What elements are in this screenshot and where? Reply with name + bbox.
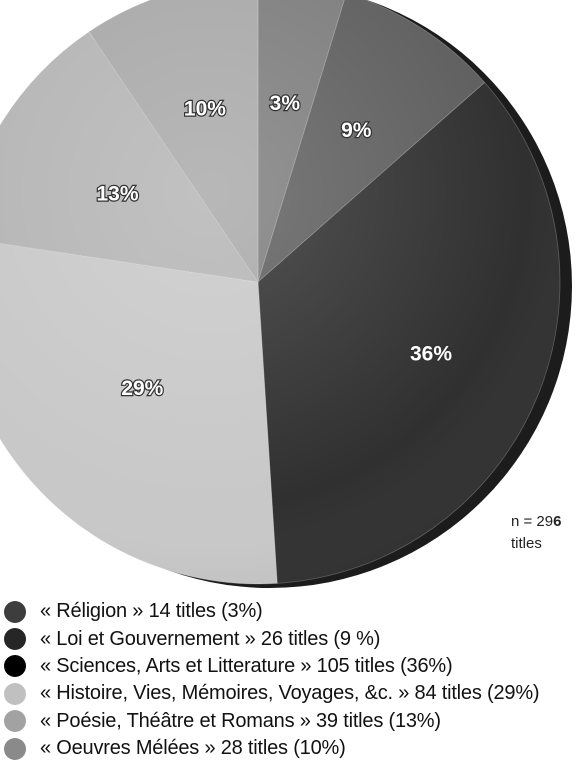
pie-percent-label: 29%: [121, 377, 163, 400]
pie-percent-label: 9%: [341, 119, 372, 142]
pie-slice: [0, 242, 278, 585]
legend-swatch: [4, 682, 26, 705]
legend: « Réligion » 14 titles (3%) « Loi et Gou…: [4, 598, 581, 762]
total-count-label: n = 296 titles: [511, 511, 561, 555]
pie-percent-label: 10%: [184, 98, 226, 121]
legend-label: « Histoire, Vies, Mémoires, Voyages, &c.…: [40, 682, 540, 705]
legend-swatch: [4, 710, 26, 733]
legend-item-histoire: « Histoire, Vies, Mémoires, Voyages, &c.…: [4, 680, 581, 707]
legend-swatch: [4, 600, 26, 623]
legend-label: « Poésie, Théâtre et Romans » 39 titles …: [40, 709, 441, 732]
legend-item-loi: « Loi et Gouvernement » 26 titles (9 %): [4, 625, 581, 652]
legend-label: « Sciences, Arts et Litterature » 105 ti…: [40, 654, 453, 677]
total-count-suffix: titles: [511, 535, 542, 552]
total-count-prefix: n = 29: [511, 513, 554, 530]
legend-item-oeuvres: « Oeuvres Mélées » 28 titles (10%): [4, 735, 581, 762]
pie-percent-label: 13%: [96, 182, 138, 205]
legend-item-sciences: « Sciences, Arts et Litterature » 105 ti…: [4, 653, 581, 680]
legend-item-religion: « Réligion » 14 titles (3%): [4, 598, 581, 625]
legend-swatch: [4, 655, 26, 678]
legend-swatch: [4, 628, 26, 651]
pie-percent-label: 3%: [270, 92, 301, 115]
legend-label: « Réligion » 14 titles (3%): [40, 600, 263, 623]
legend-label: « Loi et Gouvernement » 26 titles (9 %): [40, 627, 381, 650]
pie-chart: 3% 9% 36% 29% 13% 10%: [0, 0, 572, 588]
legend-swatch: [4, 737, 26, 760]
total-count-bold: 6: [553, 513, 562, 530]
legend-item-poesie: « Poésie, Théâtre et Romans » 39 titles …: [4, 708, 581, 735]
pie-percent-label: 36%: [410, 343, 452, 366]
legend-label: « Oeuvres Mélées » 28 titles (10%): [40, 737, 346, 760]
